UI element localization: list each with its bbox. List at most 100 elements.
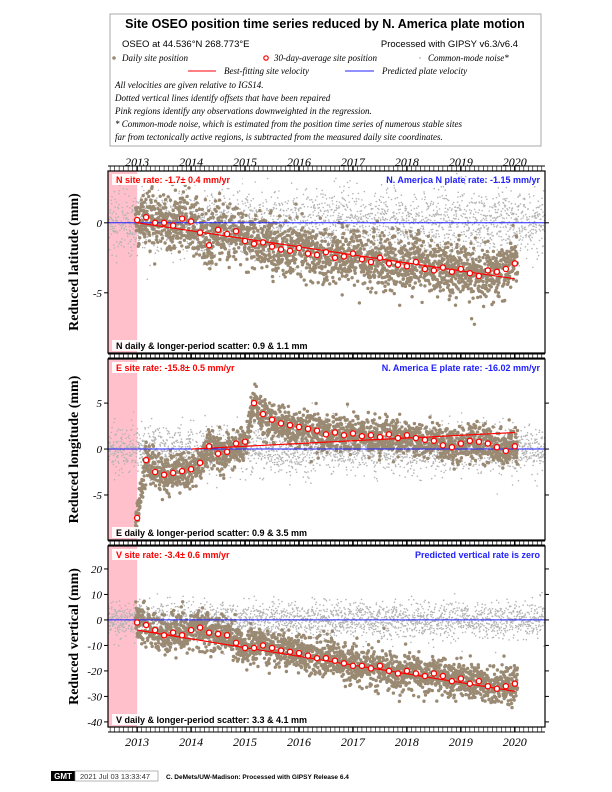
cmn-point bbox=[435, 236, 437, 239]
cmn-point bbox=[461, 195, 464, 197]
daily-point bbox=[217, 191, 222, 196]
legend-box: Site OSEO position time series reduced b… bbox=[109, 13, 542, 147]
cmn-point bbox=[361, 199, 363, 201]
cmn-point bbox=[132, 223, 135, 225]
cmn-point bbox=[466, 217, 469, 219]
cmn-point bbox=[347, 194, 350, 197]
cmn-point bbox=[497, 215, 499, 218]
avg-30day-point bbox=[214, 226, 222, 234]
avg-30day-point bbox=[358, 255, 366, 263]
daily-point bbox=[428, 244, 432, 248]
cmn-point bbox=[497, 187, 500, 189]
daily-point bbox=[393, 247, 397, 251]
cmn-point bbox=[398, 202, 400, 204]
daily-point bbox=[497, 281, 501, 285]
daily-point bbox=[261, 248, 266, 252]
cmn-point bbox=[332, 203, 334, 205]
daily-point bbox=[373, 274, 377, 278]
cmn-point bbox=[452, 201, 455, 204]
daily-point bbox=[246, 270, 250, 274]
cmn-point bbox=[272, 226, 274, 228]
avg-30day-point bbox=[349, 250, 357, 257]
daily-point bbox=[280, 257, 285, 262]
daily-point bbox=[514, 279, 519, 283]
cmn-point bbox=[186, 250, 188, 252]
daily-point bbox=[399, 239, 403, 244]
avg-30day-point bbox=[250, 240, 258, 248]
cmn-point bbox=[273, 203, 276, 206]
daily-point bbox=[197, 253, 202, 257]
daily-point bbox=[410, 263, 414, 268]
cmn-point bbox=[345, 203, 348, 206]
daily-point bbox=[326, 242, 330, 247]
cmn-point bbox=[368, 225, 371, 227]
cmn-point bbox=[128, 207, 131, 209]
cmn-point bbox=[407, 238, 410, 240]
cmn-point bbox=[128, 225, 131, 228]
cmn-point bbox=[414, 235, 417, 237]
daily-point bbox=[182, 238, 187, 242]
cmn-point bbox=[351, 215, 354, 217]
cmn-point bbox=[396, 196, 399, 199]
daily-point bbox=[272, 258, 276, 262]
cmn-point bbox=[450, 223, 453, 225]
cmn-point bbox=[361, 225, 364, 227]
daily-point bbox=[419, 271, 424, 276]
cmn-point bbox=[140, 196, 142, 198]
daily-point bbox=[203, 198, 208, 202]
daily-point bbox=[401, 277, 406, 281]
cmn-point bbox=[303, 236, 306, 239]
daily-point bbox=[162, 228, 167, 232]
cmn-point bbox=[321, 189, 324, 192]
avg-30day-point bbox=[385, 260, 393, 267]
cmn-point bbox=[308, 227, 310, 229]
cmn-point bbox=[388, 227, 390, 229]
avg-30day-point bbox=[403, 262, 411, 270]
daily-point bbox=[401, 255, 405, 259]
cmn-point bbox=[513, 212, 515, 215]
cmn-point bbox=[272, 215, 275, 217]
avg-30day-point bbox=[295, 244, 303, 252]
cmn-point bbox=[283, 210, 285, 212]
cmn-point bbox=[131, 210, 134, 213]
daily-point bbox=[330, 243, 335, 248]
cmn-point bbox=[393, 187, 396, 189]
cmn-point bbox=[363, 254, 366, 256]
cmn-point bbox=[340, 215, 343, 218]
cmn-point bbox=[452, 221, 455, 223]
cmn-point bbox=[471, 197, 473, 200]
cmn-point bbox=[246, 201, 249, 203]
cmn-point bbox=[132, 219, 134, 221]
cmn-point bbox=[433, 187, 436, 190]
cmn-point bbox=[468, 246, 471, 249]
cmn-point bbox=[418, 212, 420, 214]
cmn-point bbox=[521, 230, 523, 233]
cmn-point bbox=[355, 197, 358, 200]
cmn-point bbox=[464, 175, 467, 178]
cmn-point bbox=[333, 195, 336, 198]
daily-point bbox=[386, 282, 390, 286]
daily-point bbox=[438, 285, 442, 289]
cmn-point bbox=[504, 225, 507, 227]
cmn-point bbox=[415, 218, 417, 220]
cmn-point bbox=[455, 172, 458, 175]
daily-point bbox=[343, 250, 347, 254]
cmn-point bbox=[518, 230, 521, 232]
daily-point bbox=[200, 207, 204, 212]
daily-point bbox=[326, 269, 330, 274]
cmn-point bbox=[534, 217, 537, 219]
cmn-point bbox=[400, 194, 403, 196]
daily-point bbox=[391, 251, 395, 255]
daily-point bbox=[156, 240, 160, 244]
daily-point bbox=[404, 230, 408, 234]
cmn-point bbox=[505, 217, 508, 219]
daily-point bbox=[270, 274, 275, 279]
avg-30day-point bbox=[322, 248, 330, 256]
cmn-point bbox=[349, 228, 352, 230]
cmn-point bbox=[320, 210, 322, 212]
cmn-point bbox=[446, 220, 448, 223]
cmn-point bbox=[236, 199, 239, 201]
cmn-point bbox=[448, 226, 450, 228]
daily-point bbox=[263, 219, 268, 223]
cmn-point bbox=[289, 209, 292, 211]
